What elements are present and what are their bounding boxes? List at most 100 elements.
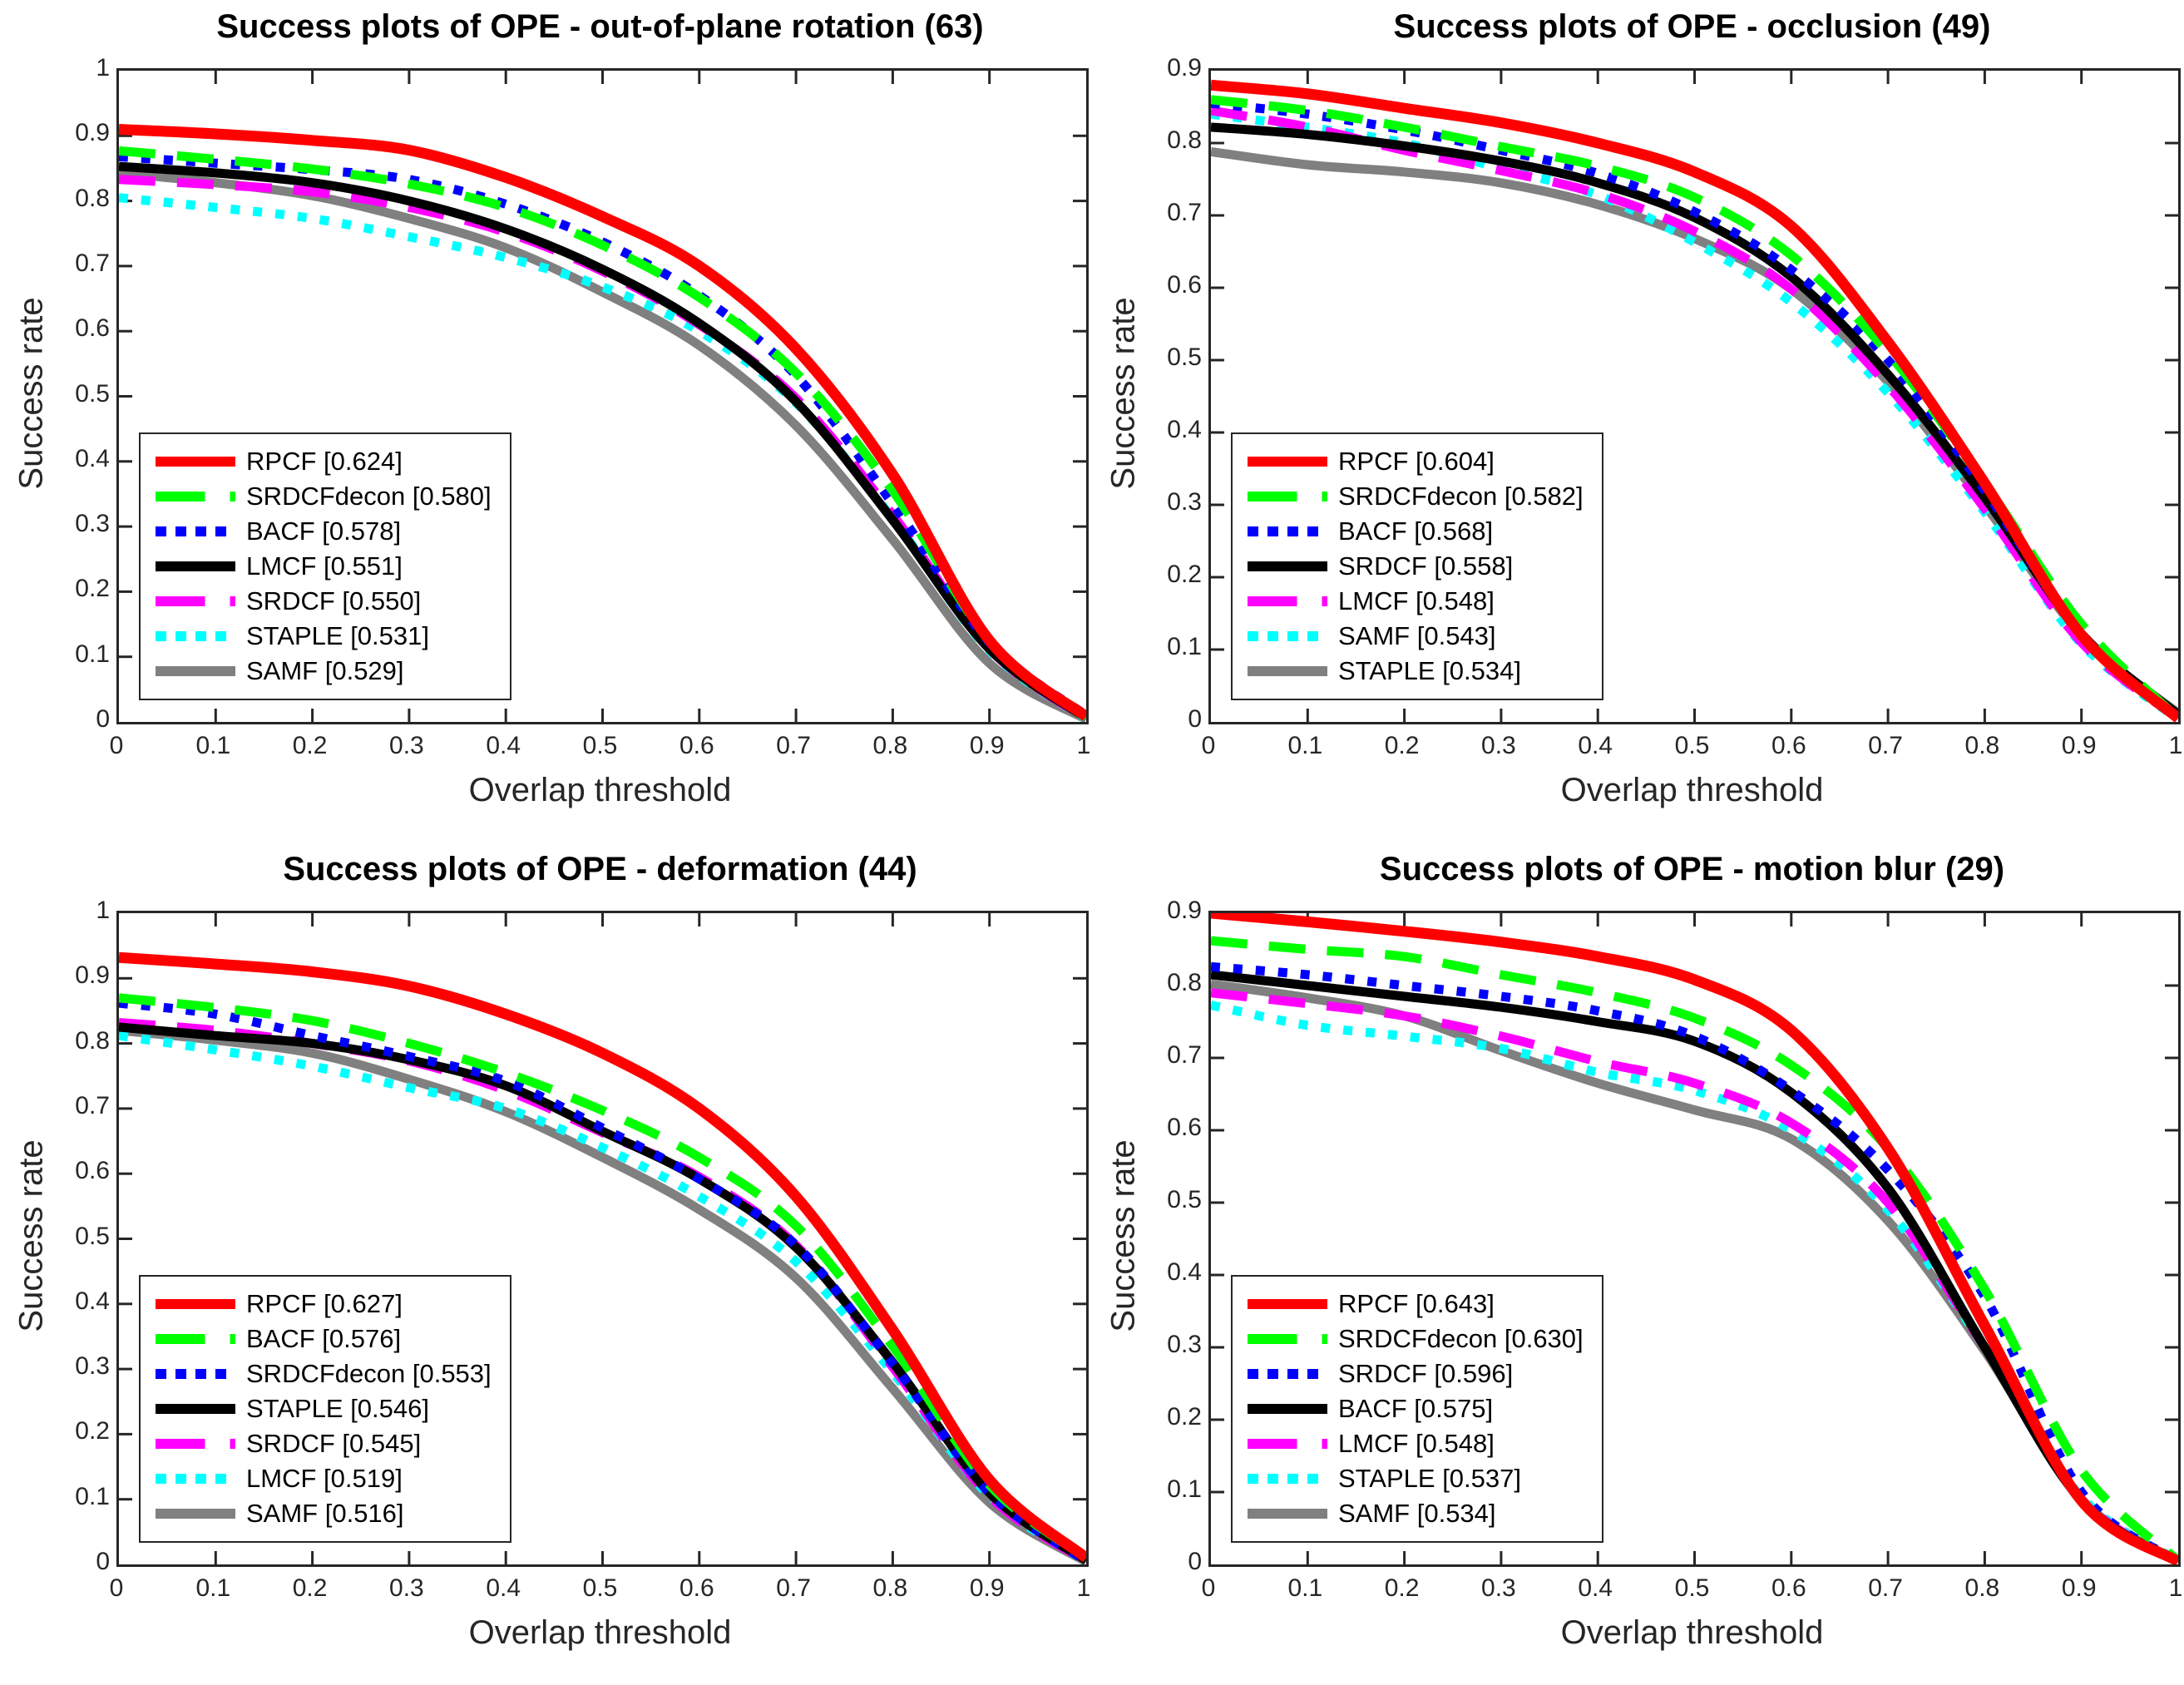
- legend-label: BACF [0.578]: [246, 516, 402, 546]
- legend-swatch-rpcf: [1248, 457, 1327, 467]
- legend-swatch-srdcf: [156, 1439, 235, 1449]
- y-tick-label: 0.4: [1167, 1258, 1202, 1286]
- curve-srdcfdecon: [119, 146, 1086, 722]
- x-tick-label: 1: [2168, 732, 2183, 759]
- legend-swatch-lmcf: [1248, 596, 1327, 606]
- y-axis-label: Success rate: [1104, 297, 1142, 490]
- y-tick-label: 0.2: [1167, 561, 1202, 588]
- x-tick-label: 0.2: [1384, 732, 1420, 759]
- x-tick-label: 0.5: [1674, 732, 1710, 759]
- x-tick-label: 0.1: [1287, 1574, 1323, 1602]
- y-tick-label: 0: [1188, 705, 1202, 733]
- curve-srdcfdecon: [119, 998, 1086, 1564]
- legend-label: BACF [0.575]: [1338, 1394, 1494, 1423]
- y-tick-label: 0.3: [1167, 1331, 1202, 1358]
- y-tick-label: 0.2: [75, 1417, 110, 1445]
- plot-title: Success plots of OPE - motion blur (29): [1379, 851, 2005, 887]
- legend-item: LMCF [0.519]: [156, 1461, 492, 1496]
- x-tick-label: 0.8: [872, 1574, 908, 1602]
- x-tick-label: 0.9: [969, 1574, 1005, 1602]
- x-tick-label: 0.2: [292, 1574, 328, 1602]
- legend-label: RPCF [0.627]: [246, 1289, 403, 1318]
- curve-lmcf: [1211, 988, 2178, 1564]
- legend-swatch-staple: [156, 1404, 235, 1414]
- plot-canvas: [1211, 71, 2178, 722]
- legend-label: SRDCFdecon [0.582]: [1338, 482, 1584, 511]
- legend-swatch-bacf: [1248, 1404, 1327, 1414]
- legend-swatch-srdcf: [1248, 561, 1327, 571]
- plot-title: Success plots of OPE - occlusion (49): [1393, 8, 1991, 45]
- legend-item: SRDCFdecon [0.580]: [156, 479, 492, 514]
- y-tick-label: 0.5: [75, 379, 110, 408]
- y-tick-label: 0.3: [75, 510, 110, 538]
- legend-swatch-bacf: [156, 1334, 235, 1344]
- legend-swatch-samf: [1248, 631, 1327, 641]
- x-tick-label: 0.1: [1287, 732, 1323, 759]
- x-tick-label: 0.5: [582, 1574, 618, 1602]
- x-tick-label: 0.9: [2061, 1574, 2097, 1602]
- x-tick-label: 0.7: [776, 1574, 811, 1602]
- legend-swatch-samf: [1248, 1509, 1327, 1519]
- plot-canvas: [1211, 913, 2178, 1564]
- x-tick-label: 0.4: [486, 1574, 521, 1602]
- legend-item: LMCF [0.548]: [1248, 1426, 1584, 1461]
- y-axis-label: Success rate: [1104, 1139, 1142, 1332]
- legend-label: RPCF [0.624]: [246, 447, 403, 476]
- legend-item: SRDCFdecon [0.553]: [156, 1356, 492, 1391]
- x-tick-label: 0.3: [1481, 732, 1516, 759]
- legend-swatch-srdcfdecon: [1248, 1334, 1327, 1344]
- y-tick-label: 0.1: [75, 1482, 110, 1510]
- y-tick-label: 0.2: [75, 575, 110, 603]
- y-tick-label: 0.1: [75, 640, 110, 668]
- legend-swatch-staple: [1248, 666, 1327, 676]
- plot-title: Success plots of OPE - deformation (44): [283, 851, 917, 887]
- legend-swatch-samf: [156, 1509, 235, 1519]
- x-tick-label: 0.3: [389, 732, 424, 759]
- y-tick-label: 0.9: [75, 119, 110, 147]
- legend-item: SRDCFdecon [0.630]: [1248, 1322, 1584, 1356]
- legend-item: STAPLE [0.537]: [1248, 1461, 1584, 1496]
- legend-swatch-bacf: [156, 526, 235, 536]
- x-tick-label: 0.3: [1481, 1574, 1516, 1602]
- y-tick-label: 0.1: [1167, 1475, 1202, 1503]
- x-axis-label: Overlap threshold: [1560, 1614, 1824, 1651]
- curve-srdcfdecon: [1211, 936, 2178, 1564]
- legend-label: SAMF [0.529]: [246, 656, 404, 685]
- x-tick-label: 0.4: [1578, 1574, 1613, 1602]
- legend-label: SRDCFdecon [0.553]: [246, 1359, 492, 1388]
- y-tick-label: 0.7: [75, 249, 110, 277]
- legend: RPCF [0.643] SRDCFdecon [0.630] SRDCF [0.5…: [1231, 1275, 1603, 1543]
- y-tick-label: 0.9: [1167, 897, 1202, 924]
- x-tick-label: 0: [109, 1574, 124, 1602]
- y-tick-label: 0: [96, 1548, 110, 1575]
- legend-swatch-samf: [156, 666, 235, 676]
- curve-srdcf: [1211, 961, 2178, 1564]
- x-tick-label: 0.7: [776, 732, 811, 759]
- legend-item: RPCF [0.627]: [156, 1287, 492, 1322]
- legend-item: RPCF [0.643]: [1248, 1287, 1584, 1322]
- plot-deformation: Success plots of OPE - deformation (44) S…: [0, 842, 1092, 1685]
- legend-item: LMCF [0.548]: [1248, 584, 1584, 619]
- y-tick-label: 0.1: [1167, 633, 1202, 660]
- legend-item: STAPLE [0.531]: [156, 619, 492, 654]
- y-tick-label: 0.4: [75, 1287, 110, 1315]
- x-tick-label: 0.1: [195, 1574, 231, 1602]
- x-tick-label: 0.1: [195, 732, 231, 759]
- legend-swatch-lmcf: [1248, 1439, 1327, 1449]
- x-tick-label: 0.7: [1868, 1574, 1903, 1602]
- legend-item: STAPLE [0.546]: [156, 1391, 492, 1426]
- x-axis-label: Overlap threshold: [468, 1614, 732, 1651]
- y-tick-label: 0.8: [75, 1026, 110, 1055]
- legend-item: LMCF [0.551]: [156, 549, 492, 584]
- legend-label: SRDCFdecon [0.630]: [1338, 1324, 1584, 1353]
- y-tick-label: 1: [96, 54, 110, 82]
- legend-label: SAMF [0.516]: [246, 1499, 404, 1528]
- legend-label: LMCF [0.551]: [246, 551, 403, 581]
- x-tick-label: 0.7: [1868, 732, 1903, 759]
- legend-item: SAMF [0.534]: [1248, 1496, 1584, 1531]
- legend-label: LMCF [0.519]: [246, 1464, 403, 1493]
- x-tick-label: 0: [109, 732, 124, 759]
- curve-lmcf: [119, 1030, 1086, 1564]
- y-tick-label: 0: [1188, 1548, 1202, 1575]
